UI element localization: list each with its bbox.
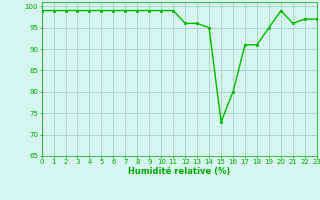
- X-axis label: Humidité relative (%): Humidité relative (%): [128, 167, 230, 176]
